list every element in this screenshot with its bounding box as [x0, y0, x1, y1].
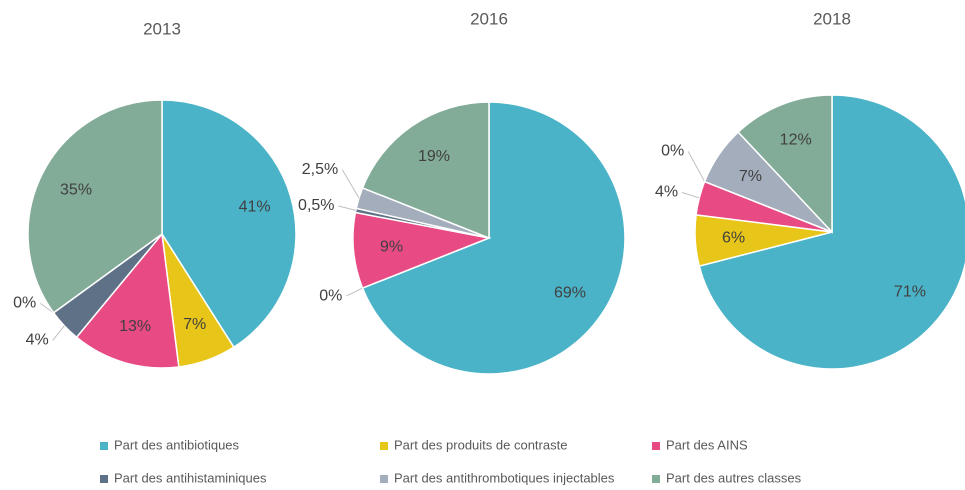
data-label: 41% [239, 198, 271, 215]
data-label: 12% [780, 132, 812, 149]
data-label: 2,5% [302, 161, 338, 178]
data-label: 4% [26, 332, 49, 349]
legend-swatch [100, 475, 108, 483]
legend-swatch [100, 442, 108, 450]
leader-line [52, 325, 65, 341]
data-label: 4% [655, 184, 678, 201]
leader-line [341, 169, 360, 199]
data-label: 69% [554, 284, 586, 301]
data-label: 0% [319, 287, 342, 304]
leader-line [338, 205, 356, 211]
data-label: 7% [739, 168, 762, 185]
pie-slice [361, 101, 626, 375]
pie-slice [737, 94, 833, 234]
legend-swatch [652, 475, 660, 483]
chart-title: 2013 [143, 19, 181, 38]
pie-slice [75, 232, 180, 369]
legend-label: Part des antithrombotiques injectables [394, 470, 615, 485]
chart-title: 2016 [470, 9, 508, 28]
leader-line [681, 192, 700, 199]
pie-slice [361, 101, 490, 240]
legend-label: Part des AINS [666, 437, 748, 452]
legend-label: Part des antibiotiques [114, 437, 240, 452]
legend-swatch [380, 442, 388, 450]
leader-line [687, 151, 706, 182]
data-label: 7% [183, 316, 206, 333]
data-label: 35% [60, 181, 92, 198]
data-label: 71% [894, 284, 926, 301]
pie-slice [27, 99, 163, 314]
legend-label: Part des produits de contraste [394, 437, 567, 452]
chart-title: 2018 [813, 9, 851, 28]
data-label: 0% [13, 295, 36, 312]
legend-label: Part des autres classes [666, 470, 802, 485]
pie-slice [161, 99, 297, 349]
legend-label: Part des antihistaminiques [114, 470, 267, 485]
data-label: 9% [380, 238, 403, 255]
legend-swatch [652, 442, 660, 450]
data-label: 13% [119, 318, 151, 335]
data-label: 19% [418, 148, 450, 165]
legend-swatch [380, 475, 388, 483]
leader-line [39, 302, 54, 314]
data-label: 6% [722, 229, 745, 246]
data-label: 0% [661, 143, 684, 160]
leader-line [346, 287, 363, 297]
data-label: 0,5% [298, 197, 334, 214]
